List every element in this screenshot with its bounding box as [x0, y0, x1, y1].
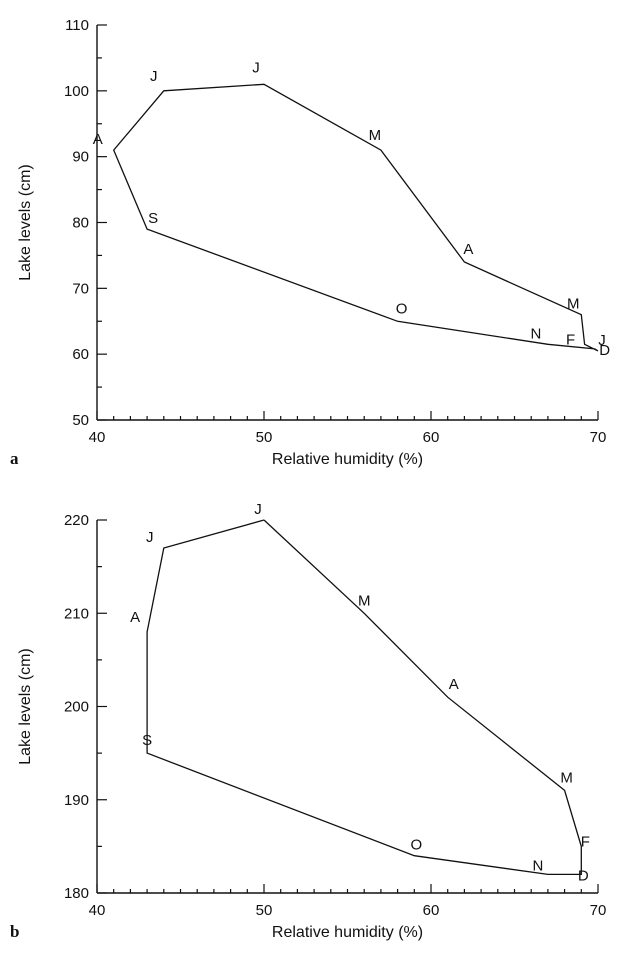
y-tick-label: 50: [72, 412, 89, 429]
y-tick-label: 80: [72, 215, 89, 232]
x-tick-label: 70: [590, 902, 607, 919]
x-tick-label: 50: [256, 429, 273, 446]
month-label: J: [252, 59, 260, 76]
y-tick-label: 110: [65, 17, 89, 34]
month-label: N: [532, 857, 543, 874]
panel-b: 40 50 60 70 180 190 200 210 220 Relative humidity…: [10, 501, 606, 941]
month-label: M: [369, 127, 382, 144]
y-tick-label: 100: [64, 83, 89, 100]
y-tick-label: 70: [72, 280, 89, 297]
month-label: M: [358, 592, 371, 609]
month-label: S: [142, 732, 152, 749]
month-label: M: [560, 769, 573, 786]
month-label: O: [396, 300, 408, 317]
month-label: J: [150, 68, 158, 85]
x-tick-label: 60: [423, 902, 440, 919]
month-label: M: [567, 296, 580, 313]
panel-letter: a: [10, 449, 19, 468]
x-tick-label: 70: [590, 429, 607, 446]
x-axis-title: Relative humidity (%): [272, 924, 423, 941]
y-tick-label: 210: [64, 605, 89, 622]
month-label: J: [146, 529, 154, 546]
month-label: A: [130, 609, 140, 626]
month-label: S: [148, 210, 158, 227]
month-label: N: [530, 325, 541, 342]
month-label: A: [93, 131, 103, 148]
y-tick-label: 60: [72, 346, 89, 363]
y-tick-label: 220: [64, 512, 89, 529]
y-tick-label: 180: [64, 885, 89, 902]
x-axis-title: Relative humidity (%): [272, 451, 423, 468]
x-tick-label: 60: [423, 429, 440, 446]
y-axis-title: Lake levels (cm): [17, 648, 34, 764]
x-tick-label: 40: [89, 429, 106, 446]
series-line: [112, 83, 599, 352]
month-label: J: [254, 501, 262, 518]
month-label: D: [578, 867, 589, 884]
month-label: F: [581, 833, 590, 850]
series-line: [146, 519, 582, 876]
panel-letter: b: [10, 922, 19, 941]
x-tick-label: 40: [89, 902, 106, 919]
month-label: A: [449, 676, 459, 693]
y-axis-title: Lake levels (cm): [17, 164, 34, 280]
y-tick-label: 200: [64, 699, 89, 716]
month-label: O: [410, 837, 422, 854]
y-tick-label: 190: [64, 792, 89, 809]
month-label: F: [566, 331, 575, 348]
y-tick-label: 90: [72, 149, 89, 166]
month-label: D: [599, 342, 610, 359]
x-tick-label: 50: [256, 902, 273, 919]
month-label: J: [598, 332, 606, 349]
month-label: A: [463, 241, 473, 258]
